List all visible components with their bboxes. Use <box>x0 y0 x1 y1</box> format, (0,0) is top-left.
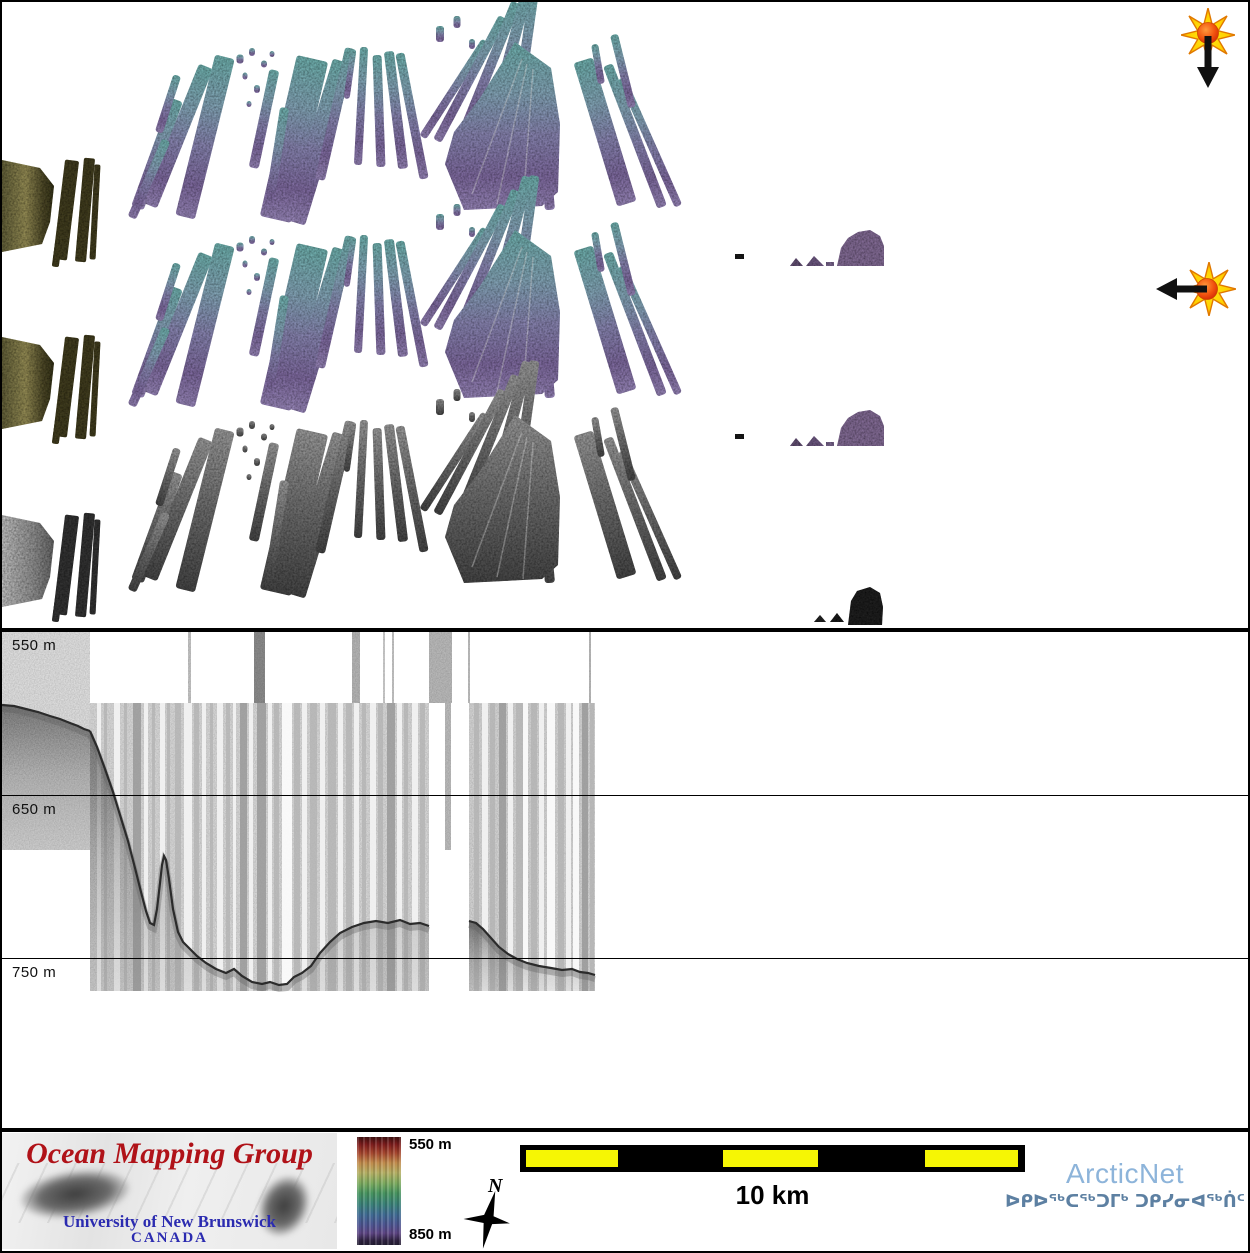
arcticnet-inuktitut: ᐅᑭᐅᖅᑕᖅᑐᒥᒃ ᑐᑭᓯᓂᐊᖅᑏᑦ <box>1005 1192 1245 1212</box>
scale-bar-segment <box>723 1150 818 1167</box>
depth-colorbar <box>357 1137 401 1245</box>
echogram <box>2 632 596 993</box>
scale-bar-label: 10 km <box>735 1180 810 1210</box>
colorbar-top-label: 550 m <box>409 1136 452 1153</box>
arcticnet-logo: ArcticNet ᐅᑭᐅᖅᑕᖅᑐᒥᒃ ᑐᑭᓯᓂᐊᖅᑏᑦ <box>1002 1158 1248 1212</box>
scale-bar-segment <box>925 1150 1018 1167</box>
arcticnet-wordmark: ArcticNet <box>1065 1158 1185 1189</box>
omg-country: CANADA <box>131 1230 208 1246</box>
depth-label-750: 750 m <box>12 964 57 981</box>
depth-label-550: 550 m <box>12 637 57 654</box>
legend-bar: Ocean Mapping Group University of New Br… <box>2 1128 1248 1251</box>
scale-bar-segment <box>526 1150 618 1167</box>
svg-text:N: N <box>487 1175 504 1197</box>
colorbar-bottom-label: 850 m <box>409 1226 452 1243</box>
subbottom-profile-panel: 550 m 650 m 750 m <box>2 628 1248 1128</box>
bathymetry-map-panel <box>2 2 1248 628</box>
multibeam-swath-map <box>2 2 884 625</box>
sun-arrow-down-icon <box>1181 8 1235 88</box>
ocean-mapping-group-logo: Ocean Mapping Group University of New Br… <box>2 1133 337 1249</box>
omg-title: Ocean Mapping Group <box>26 1137 313 1170</box>
depth-line-650 <box>2 795 1248 796</box>
depth-label-650: 650 m <box>12 801 57 818</box>
depth-line-750 <box>2 958 1248 959</box>
scale-bar <box>520 1145 1025 1172</box>
sun-arrow-left-icon <box>1156 262 1236 316</box>
compass-rose-icon: N <box>463 1175 510 1249</box>
omg-university: University of New Brunswick <box>63 1212 276 1231</box>
